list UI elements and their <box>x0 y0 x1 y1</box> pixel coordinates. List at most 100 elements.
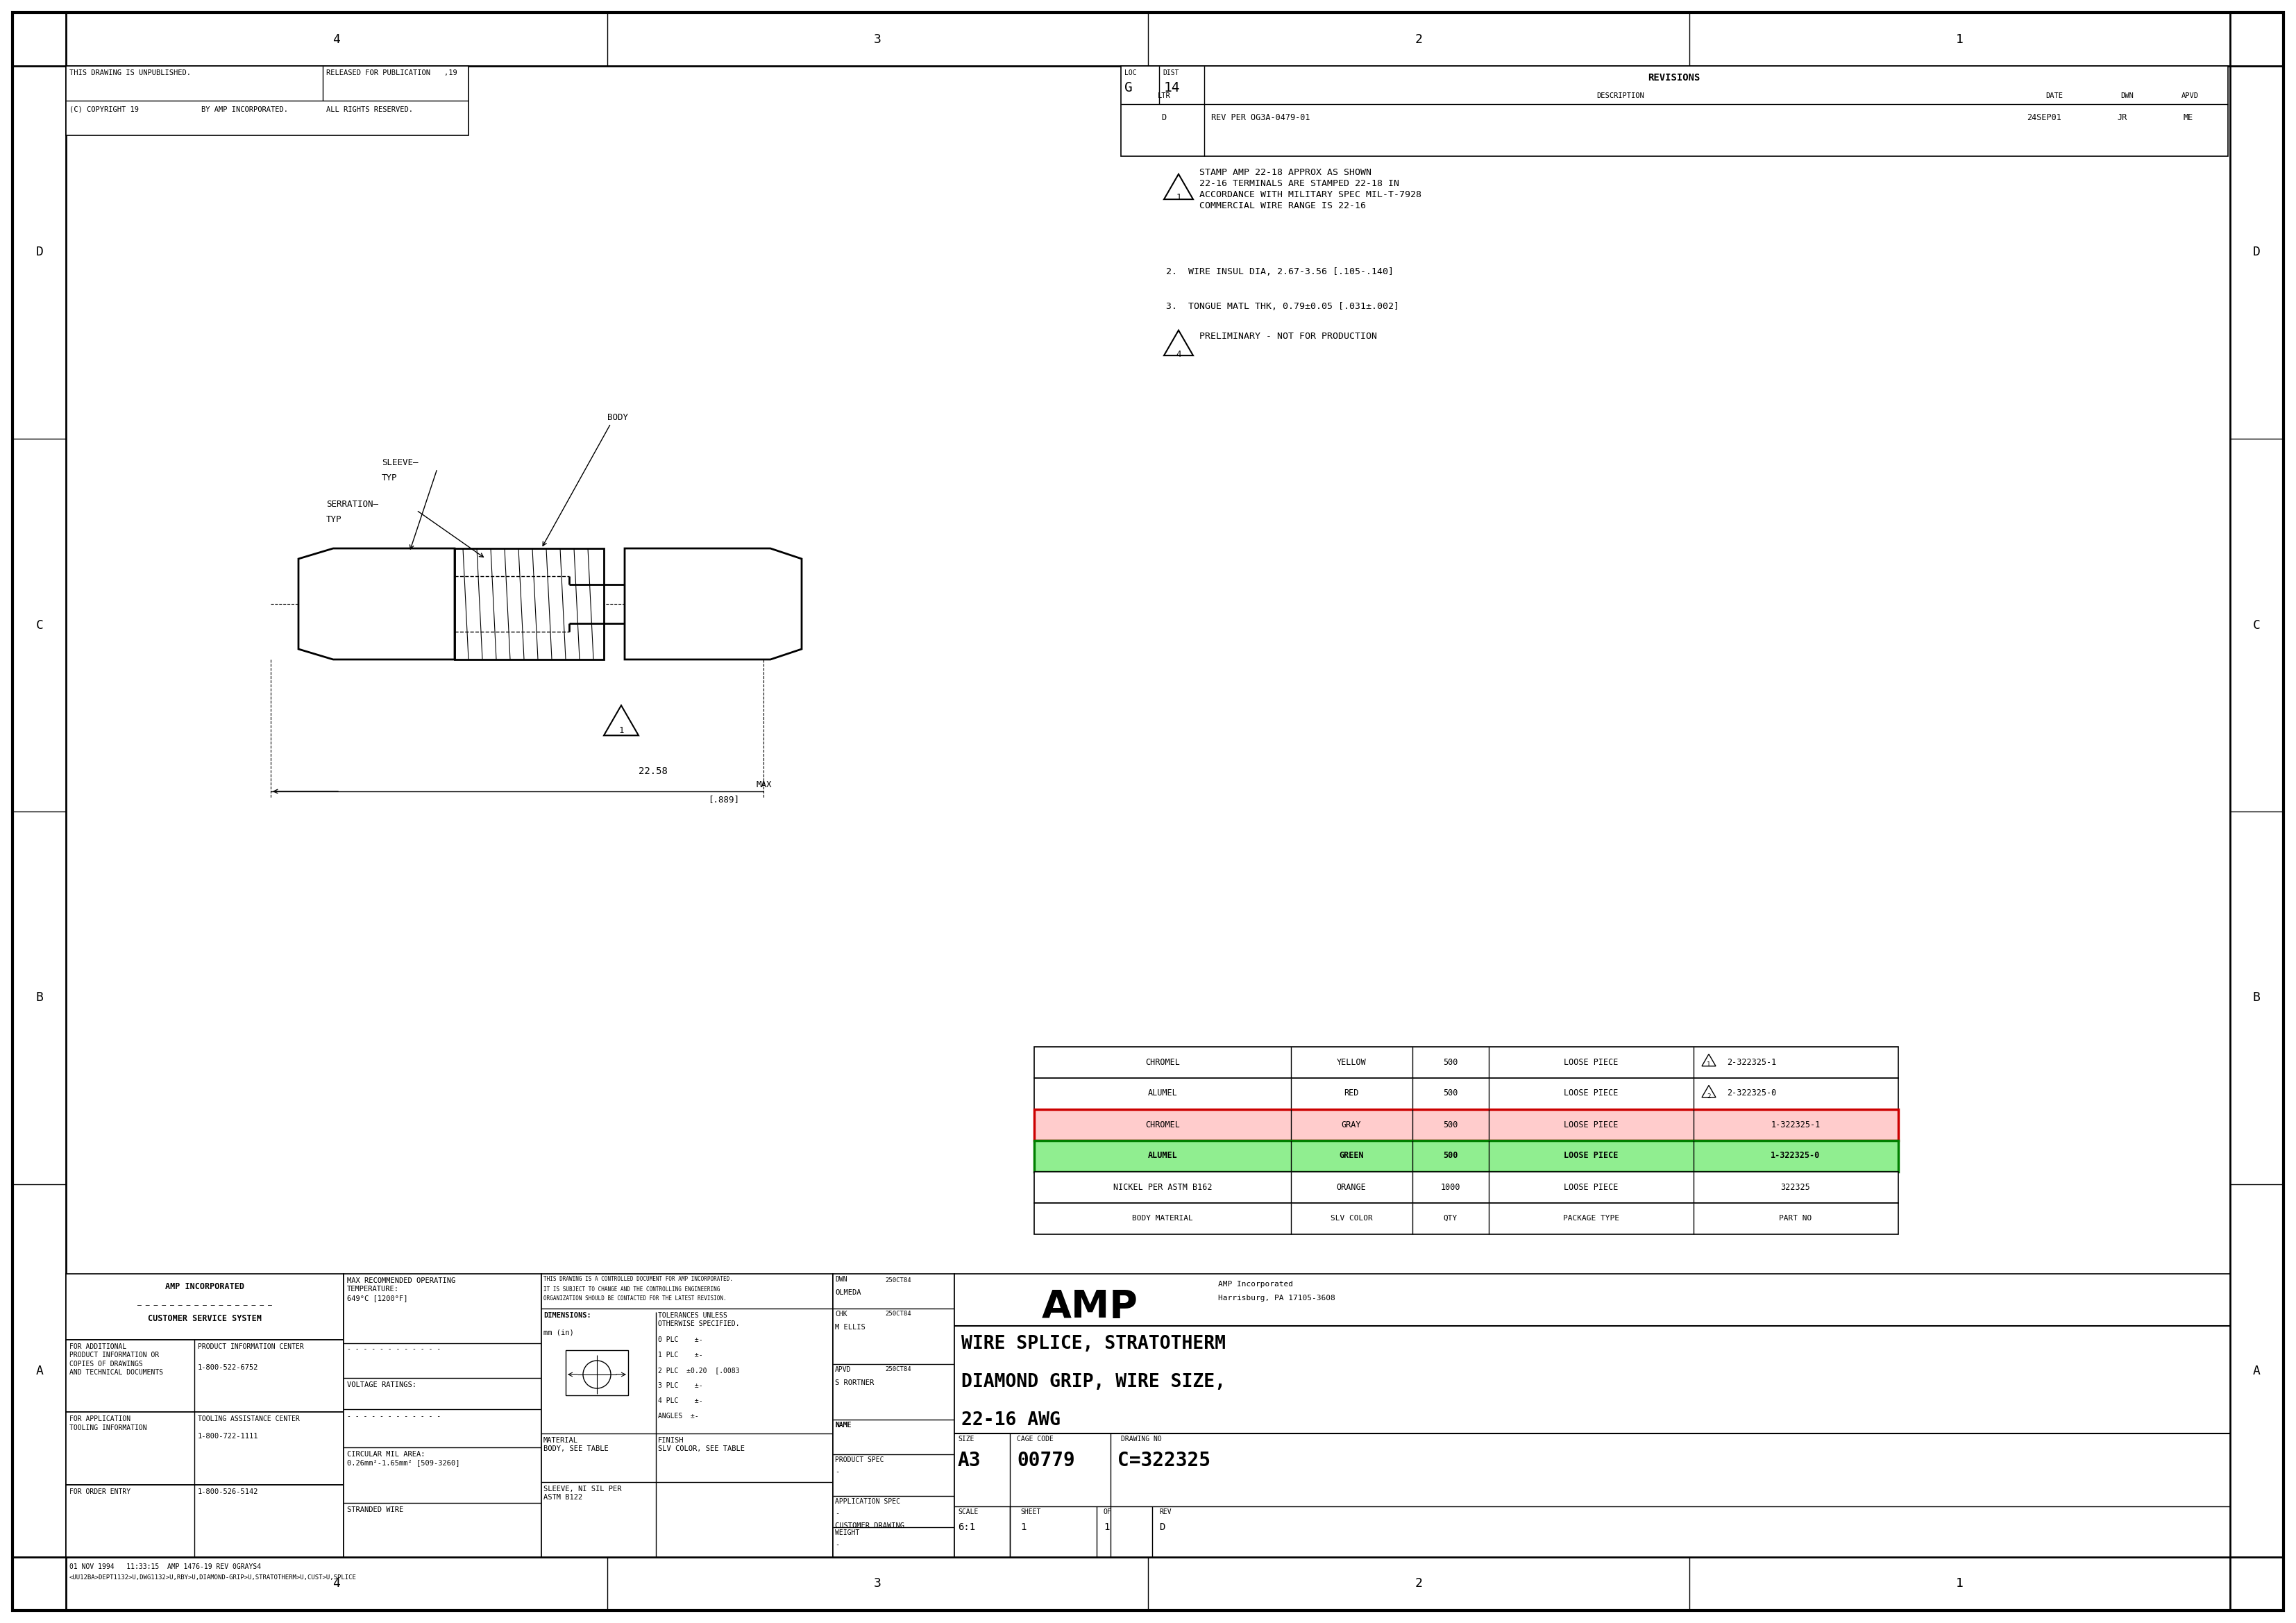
Text: LTR: LTR <box>1157 93 1171 99</box>
Text: M ELLIS: M ELLIS <box>836 1324 866 1331</box>
Text: THIS DRAWING IS UNPUBLISHED.: THIS DRAWING IS UNPUBLISHED. <box>69 70 191 76</box>
Text: 1: 1 <box>1104 1522 1109 1532</box>
Text: 3: 3 <box>875 34 882 45</box>
Text: 1: 1 <box>1956 1578 1963 1589</box>
Text: APVD: APVD <box>2181 93 2200 99</box>
Text: PRODUCT SPEC: PRODUCT SPEC <box>836 1456 884 1464</box>
Text: 1: 1 <box>1956 34 1963 45</box>
Text: OF: OF <box>1104 1508 1111 1516</box>
Text: WIRE SPLICE, STRATOTHERM: WIRE SPLICE, STRATOTHERM <box>962 1334 1226 1354</box>
Text: 22.58: 22.58 <box>638 766 668 776</box>
Text: DIAMOND GRIP, WIRE SIZE,: DIAMOND GRIP, WIRE SIZE, <box>962 1373 1226 1391</box>
Text: C: C <box>2252 618 2259 631</box>
Text: TYP: TYP <box>326 514 342 524</box>
Polygon shape <box>298 549 455 659</box>
Text: AMP INCORPORATED: AMP INCORPORATED <box>165 1282 243 1292</box>
Bar <box>955 1274 2229 1556</box>
Text: MAX: MAX <box>758 781 771 789</box>
Text: ORGANIZATION SHOULD BE CONTACTED FOR THE LATEST REVISION.: ORGANIZATION SHOULD BE CONTACTED FOR THE… <box>544 1295 726 1302</box>
Text: DWN: DWN <box>836 1276 847 1282</box>
Text: 2: 2 <box>1706 1092 1711 1099</box>
Text: 3: 3 <box>875 1578 882 1589</box>
Text: 4 PLC    ±-: 4 PLC ±- <box>659 1397 703 1404</box>
Text: DIST: DIST <box>1162 70 1178 76</box>
Text: DATE: DATE <box>2046 93 2064 99</box>
Text: SLV COLOR: SLV COLOR <box>1329 1216 1373 1222</box>
Text: SERRATION—: SERRATION— <box>326 500 379 510</box>
Text: FOR ORDER ENTRY: FOR ORDER ENTRY <box>69 1488 131 1495</box>
Text: (C) COPYRIGHT 19: (C) COPYRIGHT 19 <box>69 105 138 114</box>
Text: mm (in): mm (in) <box>544 1329 574 1336</box>
Text: 1: 1 <box>618 727 625 735</box>
Text: DRAWING NO: DRAWING NO <box>1120 1436 1162 1443</box>
Text: 14: 14 <box>1164 81 1180 94</box>
Text: A: A <box>2252 1365 2259 1376</box>
Text: 22-16 AWG: 22-16 AWG <box>962 1412 1061 1430</box>
Text: CAGE CODE: CAGE CODE <box>1017 1436 1054 1443</box>
Bar <box>1033 1047 1899 1078</box>
Text: 4: 4 <box>333 1578 340 1589</box>
Text: 01 NOV 1994   11:33:15  AMP 1476-19 REV 0GRAYS4: 01 NOV 1994 11:33:15 AMP 1476-19 REV 0GR… <box>69 1563 262 1569</box>
Text: 1 PLC    ±-: 1 PLC ±- <box>659 1352 703 1358</box>
Text: FOR ADDITIONAL
PRODUCT INFORMATION OR
COPIES OF DRAWINGS
AND TECHNICAL DOCUMENTS: FOR ADDITIONAL PRODUCT INFORMATION OR CO… <box>69 1344 163 1376</box>
Text: BODY MATERIAL: BODY MATERIAL <box>1132 1216 1194 1222</box>
Bar <box>67 1339 344 1412</box>
Bar <box>67 1274 344 1339</box>
Text: MATERIAL
BODY, SEE TABLE: MATERIAL BODY, SEE TABLE <box>544 1436 608 1453</box>
Text: LOOSE PIECE: LOOSE PIECE <box>1564 1151 1619 1160</box>
Text: LOC: LOC <box>1125 70 1137 76</box>
Text: 1-800-522-6752: 1-800-522-6752 <box>197 1363 259 1371</box>
Text: ALUMEL: ALUMEL <box>1148 1151 1178 1160</box>
Text: BY AMP INCORPORATED.: BY AMP INCORPORATED. <box>202 105 287 114</box>
Text: SHEET: SHEET <box>1019 1508 1040 1516</box>
Text: C=322325: C=322325 <box>1118 1451 1210 1470</box>
Text: 1-322325-0: 1-322325-0 <box>1770 1151 1821 1160</box>
Text: CUSTOMER SERVICE SYSTEM: CUSTOMER SERVICE SYSTEM <box>147 1315 262 1323</box>
Text: LOOSE PIECE: LOOSE PIECE <box>1564 1058 1619 1066</box>
Bar <box>1033 1109 1899 1141</box>
Text: -: - <box>836 1542 840 1548</box>
Text: 2 PLC  ±0.20  [.0083: 2 PLC ±0.20 [.0083 <box>659 1367 739 1373</box>
Text: 3 PLC    ±-: 3 PLC ±- <box>659 1383 703 1389</box>
Bar <box>67 1412 344 1485</box>
Text: FOR APPLICATION
TOOLING INFORMATION: FOR APPLICATION TOOLING INFORMATION <box>69 1415 147 1431</box>
Text: REV: REV <box>1159 1508 1171 1516</box>
Text: IT IS SUBJECT TO CHANGE AND THE CONTROLLING ENGINEERING: IT IS SUBJECT TO CHANGE AND THE CONTROLL… <box>544 1287 721 1292</box>
Polygon shape <box>625 549 801 659</box>
Text: 1: 1 <box>1019 1522 1026 1532</box>
Bar <box>1033 1203 1899 1233</box>
Text: BODY: BODY <box>608 412 629 422</box>
Text: REV PER OG3A-0479-01: REV PER OG3A-0479-01 <box>1212 114 1311 122</box>
Text: 2-322325-1: 2-322325-1 <box>1727 1058 1777 1066</box>
Text: AMP: AMP <box>1042 1289 1139 1326</box>
Text: D: D <box>37 247 44 258</box>
Text: 0 PLC    ±-: 0 PLC ±- <box>659 1336 703 1344</box>
Text: A3: A3 <box>957 1451 980 1470</box>
Text: PRELIMINARY - NOT FOR PRODUCTION: PRELIMINARY - NOT FOR PRODUCTION <box>1199 331 1378 341</box>
Text: ,19: ,19 <box>443 70 457 76</box>
Text: 4: 4 <box>333 34 340 45</box>
Text: NAME: NAME <box>836 1422 852 1428</box>
Text: NAME: NAME <box>836 1422 852 1428</box>
Text: STRANDED WIRE: STRANDED WIRE <box>347 1506 404 1513</box>
Text: ALL RIGHTS RESERVED.: ALL RIGHTS RESERVED. <box>326 105 413 114</box>
Text: MAX RECOMMENDED OPERATING
TEMPERATURE:
649°C [1200°F]: MAX RECOMMENDED OPERATING TEMPERATURE: 6… <box>347 1277 455 1302</box>
Text: DIMENSIONS:: DIMENSIONS: <box>544 1311 590 1319</box>
Text: DWN: DWN <box>2122 93 2133 99</box>
Text: 1000: 1000 <box>1440 1183 1460 1191</box>
Text: LOOSE PIECE: LOOSE PIECE <box>1564 1183 1619 1191</box>
Text: 2-322325-0: 2-322325-0 <box>1727 1089 1777 1097</box>
Text: RELEASED FOR PUBLICATION: RELEASED FOR PUBLICATION <box>326 70 429 76</box>
Text: DESCRIPTION: DESCRIPTION <box>1596 93 1644 99</box>
Text: ORANGE: ORANGE <box>1336 1183 1366 1191</box>
Text: 250CT84: 250CT84 <box>884 1311 912 1316</box>
Text: PART NO: PART NO <box>1779 1216 1812 1222</box>
Text: [.889]: [.889] <box>707 795 739 803</box>
Text: LOOSE PIECE: LOOSE PIECE <box>1564 1089 1619 1097</box>
Text: 6:1: 6:1 <box>957 1522 976 1532</box>
Text: ALUMEL: ALUMEL <box>1148 1089 1178 1097</box>
Text: 2: 2 <box>1414 1578 1421 1589</box>
Text: <UU12BA>DEPT1132>U,DWG1132>U,RBY>U,DIAMOND-GRIP>U,STRATOTHERM>U,CUST>U,SPLICE: <UU12BA>DEPT1132>U,DWG1132>U,RBY>U,DIAMO… <box>69 1574 356 1581</box>
Text: 250CT84: 250CT84 <box>884 1277 912 1284</box>
Text: SCALE: SCALE <box>957 1508 978 1516</box>
